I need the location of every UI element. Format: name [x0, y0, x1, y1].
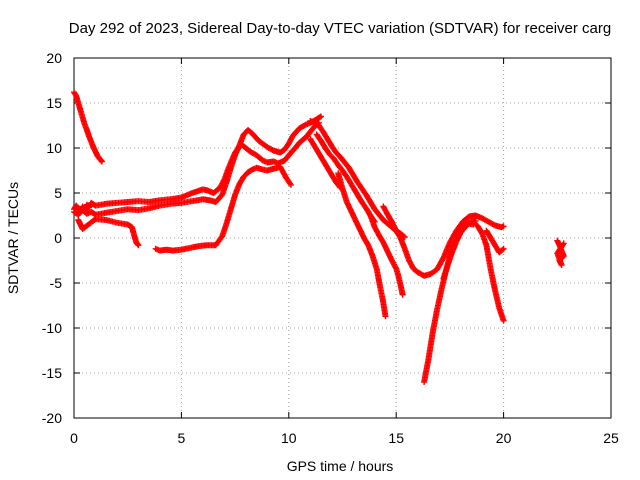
x-tick-label: 10: [281, 430, 297, 446]
series-seg-d: [75, 216, 142, 249]
series-seg-e: [152, 163, 294, 254]
x-tick-label: 0: [70, 430, 78, 446]
data-point: [399, 291, 406, 298]
series-seg-m: [440, 220, 477, 282]
x-tick-label: 5: [178, 430, 186, 446]
data-point: [135, 242, 142, 249]
data-point: [382, 313, 389, 320]
x-axis-label: GPS time / hours: [287, 458, 394, 474]
tick-labels: 0 5 10 15 20 25 20 15 10 5 0 -5 -10 -15 -20: [42, 50, 619, 446]
data-point: [401, 234, 408, 241]
data-point: [98, 157, 105, 164]
data-point: [499, 246, 506, 253]
data-point: [287, 180, 294, 187]
y-tick-label: 5: [54, 185, 62, 201]
series-seg-f: [307, 118, 408, 241]
data-point: [98, 158, 105, 165]
axes: [73, 57, 612, 419]
data-point: [134, 241, 141, 248]
x-tick-label: 20: [496, 430, 512, 446]
plot-frame: [73, 57, 612, 419]
data-point: [500, 317, 507, 324]
y-tick-label: -15: [42, 365, 62, 381]
data-point: [287, 181, 294, 188]
y-tick-label: 20: [46, 50, 62, 66]
data-point: [500, 223, 507, 230]
y-tick-label: -10: [42, 320, 62, 336]
y-tick-label: -5: [50, 275, 63, 291]
y-axis-label: SDTVAR / TECUs: [5, 182, 21, 294]
series-seg-n: [470, 218, 507, 324]
series-seg-j: [367, 212, 406, 298]
y-tick-label: -20: [42, 410, 62, 426]
data-point: [500, 245, 507, 252]
data-series: [71, 89, 567, 385]
series-seg-k: [380, 203, 507, 279]
series-seg-c: [71, 113, 325, 218]
series-seg-a: [71, 89, 105, 165]
data-point: [318, 113, 325, 120]
series-seg-h: [313, 131, 378, 225]
series-seg-p: [554, 237, 567, 268]
series-seg-i: [335, 170, 389, 320]
data-point: [559, 241, 566, 248]
x-tick-label: 25: [603, 430, 619, 446]
data-point: [560, 240, 567, 247]
series-seg-o: [483, 227, 507, 256]
y-tick-label: 0: [54, 230, 62, 246]
x-tick-label: 15: [388, 430, 404, 446]
y-tick-label: 15: [46, 95, 62, 111]
chart-title: Day 292 of 2023, Sidereal Day-to-day VTE…: [69, 20, 611, 37]
y-tick-label: 10: [46, 140, 62, 156]
